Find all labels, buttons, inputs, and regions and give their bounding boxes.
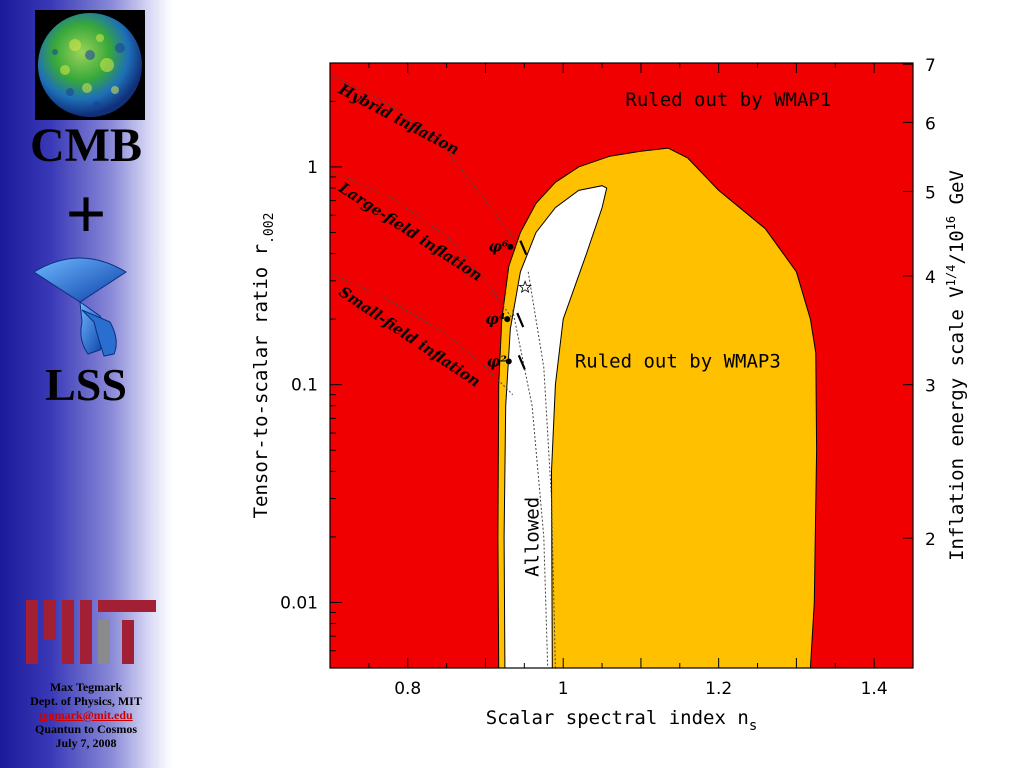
author-name: Max Tegmark — [49, 680, 123, 694]
y-axis-title: Tensor-to-scalar ratio r.002 — [250, 213, 277, 519]
model-point-marker — [505, 358, 512, 365]
y-axis-title-main: Tensor-to-scalar ratio r — [250, 244, 272, 519]
y2-axis-title-mid: /10 — [946, 230, 968, 264]
y-axis-title-sub: .002 — [262, 213, 277, 244]
sidebar: CMB + LSS Max Tegmark Dept. o — [0, 0, 172, 768]
model-curve-line — [333, 171, 514, 320]
y2-axis-title-sup1: 1/4 — [944, 265, 958, 287]
x-axis-title-main: Scalar spectral index n — [486, 707, 749, 729]
region-label: Ruled out by WMAP3 — [575, 350, 781, 372]
plot-frame — [329, 62, 914, 669]
x-tick-label: 1 — [558, 679, 569, 699]
model-point-segment — [519, 240, 528, 256]
author-info: Max Tegmark Dept. of Physics, MIT tegmar… — [0, 680, 172, 750]
y2-axis-title-end: GeV — [946, 170, 968, 216]
y2-tick-label: 5 — [925, 183, 936, 203]
model-point-marker — [504, 316, 511, 323]
mit-logo — [26, 598, 156, 668]
x-axis-title: Scalar spectral index ns — [486, 707, 758, 734]
x-tick-label: 1.2 — [705, 679, 732, 699]
model-point-label: φ⁶ — [488, 238, 509, 256]
y-tick-label: 0.1 — [291, 376, 318, 396]
x-tick-label: 1.4 — [861, 679, 888, 699]
model-point-marker — [507, 243, 514, 250]
plus-sign: + — [65, 174, 107, 254]
model-point-label: φ⁴ — [485, 310, 505, 328]
author-email-link[interactable]: tegmark@mit.edu — [39, 708, 133, 722]
event-name: Quantun to Cosmos — [34, 722, 138, 736]
model-point-label: φ² — [487, 352, 508, 370]
lss-title: LSS — [45, 359, 127, 410]
event-date: July 7, 2008 — [55, 736, 117, 750]
y2-tick-label: 2 — [925, 530, 936, 550]
y2-tick-label: 6 — [925, 114, 936, 134]
region-label-allowed: Allowed — [521, 497, 543, 577]
y2-tick-label: 4 — [925, 268, 936, 288]
model-point-segment — [517, 354, 526, 370]
author-dept: Dept. of Physics, MIT — [30, 694, 142, 708]
model-point-segment — [516, 312, 525, 328]
star-marker — [518, 280, 532, 294]
y2-tick-label: 3 — [925, 377, 936, 397]
region-allowed — [503, 185, 608, 669]
y2-tick-label: 7 — [925, 56, 936, 76]
axis-tick-labels: 0.8 1 1.2 1.4 0.01 0.1 1 2 3 4 5 6 7 — [280, 56, 936, 699]
lss-survey-cone-icon — [30, 250, 130, 360]
region-label: Ruled out by WMAP1 — [625, 89, 831, 111]
model-curve-line — [333, 76, 518, 243]
cmb-title: CMB — [30, 119, 142, 172]
y2-axis-title: Inflation energy scale V1/4/1016 GeV — [944, 170, 968, 561]
model-curve-line — [512, 310, 549, 669]
model-points: φ⁶ φ⁴ φ² — [485, 238, 532, 370]
model-curve-line — [527, 271, 556, 669]
inflation-constraints-chart: φ⁶ φ⁴ φ² 0.8 1 1.2 1.4 0.01 0.1 1 2 3 4 5 6 7 Scalar s… — [250, 56, 968, 734]
cmb-sky-map-image — [35, 10, 145, 120]
y-tick-label: 1 — [307, 158, 318, 178]
y-tick-label: 0.01 — [280, 593, 318, 613]
y2-axis-title-main: Inflation energy scale V — [946, 286, 968, 561]
x-tick-label: 0.8 — [394, 679, 421, 699]
y2-axis-title-sup2: 16 — [944, 216, 958, 230]
x-axis-title-sub: s — [749, 718, 757, 734]
model-curves — [333, 76, 556, 669]
axis-ticks — [329, 62, 914, 669]
plot-area: φ⁶ φ⁴ φ² 0.8 1 1.2 1.4 0.01 0.1 1 2 3 4 5 6 7 Scalar s… — [250, 56, 968, 734]
